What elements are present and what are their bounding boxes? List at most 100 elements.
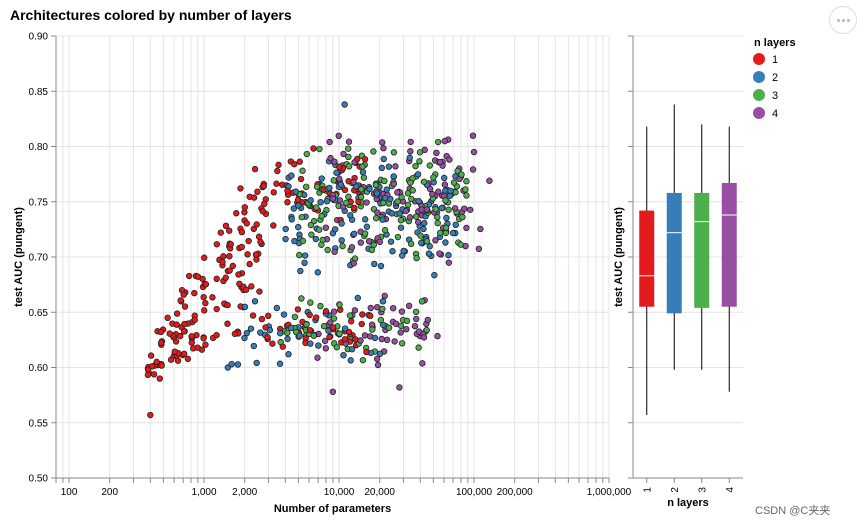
scatter-point	[361, 156, 369, 163]
scatter-point	[357, 239, 365, 246]
scatter-point	[442, 224, 450, 231]
scatter-point	[303, 321, 310, 328]
scatter-point	[414, 218, 422, 226]
ellipsis-icon	[842, 19, 845, 22]
scatter-point	[307, 340, 314, 347]
scatter-point	[385, 324, 393, 331]
scatter-point	[345, 163, 353, 170]
scatter-point	[370, 148, 377, 155]
scatter-point	[469, 132, 477, 139]
scatter-point	[220, 253, 227, 260]
x-tick-label: 100,000	[456, 487, 493, 498]
scatter-point	[459, 213, 466, 221]
x-tick-label: 20,000	[364, 487, 395, 498]
scatter-point	[361, 230, 369, 237]
scatter-point	[470, 148, 478, 156]
scatter-point	[354, 294, 362, 302]
scatter-point	[363, 223, 371, 230]
ellipsis-icon	[847, 19, 850, 22]
scatter-point	[450, 179, 458, 186]
x-tick-label: 10,000	[324, 487, 355, 498]
scatter-point	[310, 332, 317, 339]
scatter-point	[181, 303, 189, 310]
scatter-point	[248, 283, 255, 290]
scatter-point	[297, 175, 305, 183]
box-iqr-4	[721, 182, 737, 307]
scatter-point	[441, 137, 448, 145]
scatter-point	[233, 210, 240, 217]
scatter-point	[403, 325, 410, 333]
scatter-point	[441, 181, 449, 188]
actions-menu-button[interactable]	[829, 6, 857, 34]
scatter-point	[397, 329, 404, 336]
legend-swatch-1	[753, 53, 765, 65]
scatter-point	[270, 189, 277, 196]
scatter-point	[359, 311, 366, 318]
scatter-point	[294, 196, 302, 203]
scatter-point	[251, 165, 259, 173]
scatter-point	[445, 259, 453, 266]
scatter-point	[463, 178, 470, 185]
scatter-point	[350, 230, 358, 237]
scatter-point	[381, 177, 388, 185]
legend-title: n layers	[754, 37, 796, 49]
y-tick-label: 0.90	[29, 32, 49, 43]
scatter-point	[333, 344, 340, 351]
scatter-point	[388, 210, 396, 217]
scatter-point	[389, 248, 396, 255]
scatter-point	[461, 205, 468, 212]
scatter-point	[158, 362, 165, 369]
scatter-point	[367, 304, 374, 312]
scatter-point	[431, 271, 438, 279]
box-x-axis-title: n layers	[667, 497, 709, 509]
scatter-point	[279, 343, 286, 350]
scatter-point	[373, 355, 381, 363]
scatter-point	[360, 174, 368, 181]
scatter-point	[385, 163, 393, 170]
scatter-point	[397, 224, 405, 231]
scatter-point	[185, 272, 193, 280]
scatter-point	[442, 187, 449, 194]
scatter-point	[408, 195, 415, 203]
scatter-point	[454, 167, 461, 175]
scatter-point	[412, 308, 420, 316]
scatter-point	[323, 197, 331, 205]
y-tick-label: 0.65	[29, 308, 49, 319]
y-tick-label: 0.80	[29, 142, 49, 153]
scatter-point	[361, 216, 369, 223]
scatter-point	[423, 206, 431, 213]
scatter-point	[379, 298, 387, 305]
scatter-point	[299, 237, 307, 245]
scatter-point	[350, 179, 357, 186]
scatter-point	[296, 158, 303, 165]
scatter-point	[275, 161, 282, 169]
scatter-point	[217, 229, 224, 236]
scatter-point	[313, 204, 320, 211]
scatter-point	[246, 260, 253, 268]
scatter-point	[390, 149, 398, 156]
scatter-point	[287, 324, 295, 332]
scatter-point	[260, 183, 267, 190]
scatter-point	[449, 229, 457, 237]
scatter-point	[237, 185, 244, 192]
legend-label: 4	[772, 108, 778, 120]
scatter-point	[347, 357, 354, 364]
scatter-point	[402, 207, 410, 215]
scatter-point	[291, 237, 298, 245]
scatter-point	[399, 252, 406, 259]
scatter-point	[276, 330, 284, 337]
scatter-point	[338, 237, 345, 244]
x-tick-label: 1,000	[192, 487, 217, 498]
scatter-point	[222, 222, 230, 230]
scatter-point	[404, 201, 412, 209]
scatter-point	[202, 299, 209, 307]
scatter-point	[308, 231, 315, 238]
box-iqr-3	[694, 192, 710, 308]
scatter-point	[269, 340, 276, 347]
scatter-point	[303, 150, 310, 158]
scatter-point	[314, 354, 321, 361]
scatter-point	[374, 209, 381, 216]
box-x-tick-label: 2	[670, 487, 681, 493]
scatter-point	[176, 332, 184, 340]
scatter-point	[191, 316, 198, 324]
